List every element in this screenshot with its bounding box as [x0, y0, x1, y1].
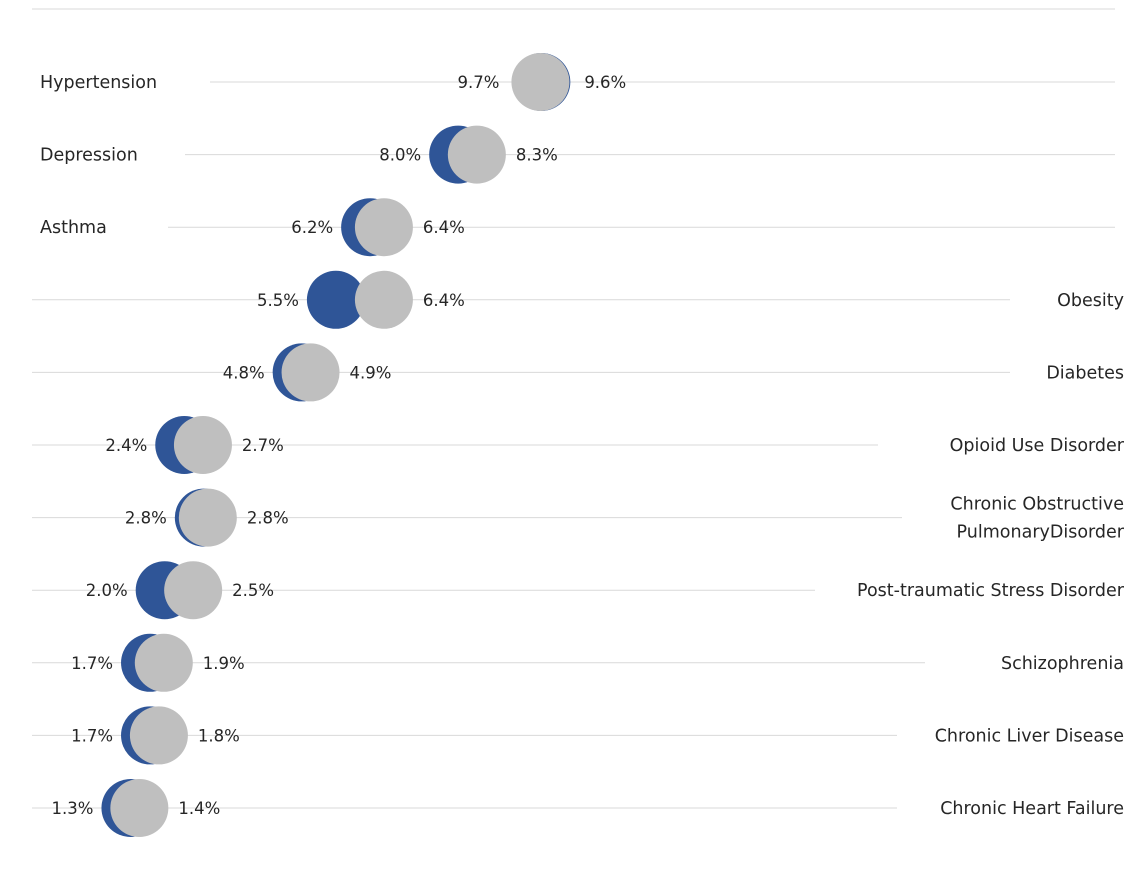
category-label-line: Schizophrenia — [1001, 654, 1124, 674]
value-label-series-a: 1.3% — [52, 799, 94, 818]
dot-series-b — [178, 488, 237, 547]
value-label-series-b: 1.9% — [203, 654, 245, 673]
category-label-line: Hypertension — [40, 73, 157, 93]
category-label: Chronic Obstructive PulmonaryDisorder — [950, 495, 1124, 543]
value-label-series-a: 2.8% — [125, 509, 167, 528]
value-label-series-b: 2.5% — [232, 581, 274, 600]
dot-series-b — [110, 779, 169, 837]
value-label-series-a: 1.7% — [71, 654, 113, 673]
category-label-line: Depression — [40, 146, 138, 166]
category-label-line: PulmonaryDisorder — [957, 523, 1125, 543]
value-label-series-b: 6.4% — [423, 218, 465, 237]
category-label: Hypertension — [40, 73, 157, 93]
category-label-line: Obesity — [1057, 291, 1124, 311]
value-label-series-b: 4.9% — [350, 363, 392, 382]
value-label-series-a: 5.5% — [257, 291, 299, 310]
dot-series-a — [306, 270, 365, 329]
dot-series-b — [447, 125, 506, 184]
category-label-line: Chronic Obstructive — [950, 495, 1124, 515]
value-label-series-a: 2.0% — [86, 581, 128, 600]
value-label-series-a: 8.0% — [379, 146, 421, 165]
dot-series-b — [134, 633, 193, 692]
category-label: Depression — [40, 146, 138, 166]
value-label-series-b: 2.8% — [247, 509, 289, 528]
chart-row: 5.5% 6.4% Obesity — [32, 270, 1124, 329]
chart-row: 9.7% 9.6% Hypertension — [40, 53, 1115, 111]
chart-row: 2.8% 2.8% Chronic Obstructive PulmonaryDiso… — [32, 488, 1125, 547]
dot-series-b — [354, 198, 413, 257]
category-label-line: Opioid Use Disorder — [950, 436, 1125, 456]
value-label-series-a: 1.7% — [71, 726, 113, 745]
category-label-line: Asthma — [40, 218, 107, 238]
value-label-series-b: 8.3% — [516, 146, 558, 165]
category-label-line: Chronic Liver Disease — [935, 726, 1124, 746]
chart-row: 8.0% 8.3% Depression — [40, 125, 1115, 184]
value-label-series-b: 1.4% — [178, 799, 220, 818]
dot-series-b — [129, 706, 188, 765]
category-label: Post-traumatic Stress Disorder — [857, 581, 1125, 601]
chart-row: 4.8% 4.9% Diabetes — [32, 343, 1124, 402]
chart-row: 2.4% 2.7% Opioid Use Disorder — [32, 416, 1125, 474]
dot-series-b — [164, 561, 223, 620]
dot-series-b — [354, 270, 413, 329]
dot-series-b — [173, 416, 232, 474]
value-label-series-b: 6.4% — [423, 291, 465, 310]
rows-layer: 9.7% 9.6% Hypertension 8.0% 8.3% Depression 6.… — [32, 53, 1125, 837]
category-label-line: Post-traumatic Stress Disorder — [857, 581, 1125, 601]
dot-series-b — [511, 53, 570, 111]
value-label-series-a: 9.7% — [458, 73, 500, 92]
category-label: Asthma — [40, 218, 107, 238]
category-label: Opioid Use Disorder — [950, 436, 1125, 456]
category-label: Diabetes — [1046, 363, 1124, 383]
value-label-series-a: 4.8% — [223, 363, 265, 382]
chart-row: 2.0% 2.5% Post-traumatic Stress Disorder — [32, 561, 1125, 620]
category-label-line: Diabetes — [1046, 363, 1124, 383]
category-label: Chronic Heart Failure — [940, 799, 1124, 819]
value-label-series-a: 2.4% — [105, 436, 147, 455]
value-label-series-b: 9.6% — [584, 73, 626, 92]
chart-row: 6.2% 6.4% Asthma — [40, 198, 1115, 257]
chart-row: 1.7% 1.8% Chronic Liver Disease — [32, 706, 1124, 765]
category-label: Schizophrenia — [1001, 654, 1124, 674]
value-label-series-a: 6.2% — [291, 218, 333, 237]
value-label-series-b: 1.8% — [198, 726, 240, 745]
category-label-line: Chronic Heart Failure — [940, 799, 1124, 819]
chart-row: 1.3% 1.4% Chronic Heart Failure — [32, 779, 1124, 837]
category-label: Obesity — [1057, 291, 1124, 311]
dot-series-b — [281, 343, 340, 402]
chart-row: 1.7% 1.9% Schizophrenia — [32, 633, 1124, 692]
value-label-series-b: 2.7% — [242, 436, 284, 455]
category-label: Chronic Liver Disease — [935, 726, 1124, 746]
